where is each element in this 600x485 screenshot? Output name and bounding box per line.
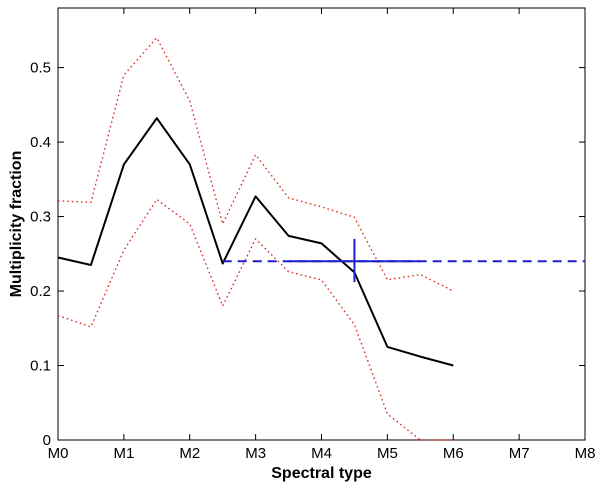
y-tick-label: 0.5	[30, 60, 51, 77]
x-tick-label: M0	[48, 445, 69, 462]
x-tick-label: M2	[179, 445, 200, 462]
reference-layer	[222, 238, 585, 283]
multiplicity-line	[57, 117, 454, 367]
x-tick-label: M1	[113, 445, 134, 462]
confidence-bound-line	[57, 37, 454, 292]
y-tick-label: 0.1	[30, 358, 51, 375]
x-tick-label: M4	[311, 445, 332, 462]
plot-frame	[57, 7, 586, 441]
y-axis-title: Multiplicity fraction	[8, 151, 25, 298]
ticks	[57, 8, 586, 441]
y-tick-label: 0.4	[30, 134, 51, 151]
y-tick-label: 0.3	[30, 209, 51, 226]
confidence-bound-line	[57, 198, 454, 441]
x-tick-label: M8	[575, 445, 596, 462]
x-tick-label: M5	[377, 445, 398, 462]
x-tick-label: M7	[509, 445, 530, 462]
x-axis-title: Spectral type	[271, 465, 372, 482]
y-tick-label: 0	[43, 432, 51, 449]
series-layer	[57, 37, 454, 441]
x-tick-label: M3	[245, 445, 266, 462]
tick-labels: M0 M1 M2 M3 M4 M5 M6 M7 M8 0 0.1 0.2 0.3 0.4 0.5	[30, 60, 595, 462]
y-tick-label: 0.2	[30, 283, 51, 300]
x-tick-label: M6	[443, 445, 464, 462]
